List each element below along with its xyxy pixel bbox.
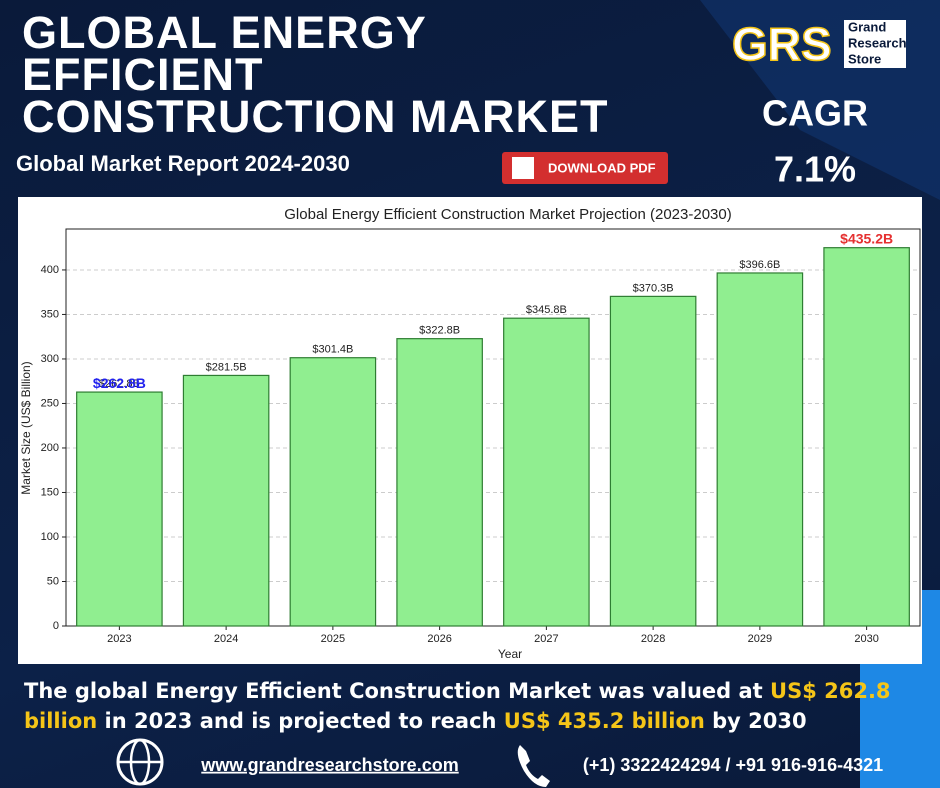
logo-box	[844, 20, 906, 68]
text: The global Energy Efficient Construction…	[24, 679, 771, 703]
chart-title: Global Energy Efficient Construction Mar…	[284, 206, 731, 223]
bar	[716, 272, 804, 627]
bar	[609, 295, 697, 627]
title-line: GLOBAL ENERGY	[22, 7, 427, 58]
y-tick-label: 300	[41, 353, 59, 365]
bar	[76, 391, 163, 627]
x-tick-label: 2025	[321, 633, 345, 645]
annotation: $435.2B	[840, 230, 893, 246]
x-tick-label: 2029	[748, 633, 772, 645]
bar	[396, 338, 483, 627]
logo-mark: GRS	[732, 18, 832, 70]
data-label: $370.3B	[633, 282, 674, 294]
y-tick-label: 200	[41, 442, 59, 454]
x-tick-label: 2026	[427, 633, 451, 645]
subtitle: Global Market Report 2024-2030	[16, 151, 350, 176]
data-label: $345.8B	[526, 304, 567, 316]
title-line: CONSTRUCTION MARKET	[22, 91, 608, 142]
highlight: US$ 435.2 billion	[503, 709, 705, 733]
y-tick-label: 250	[41, 397, 59, 409]
cagr-value: 7.1%	[774, 149, 856, 190]
highlight: US$ 262.8 billion	[24, 679, 891, 733]
y-tick-label: 0	[53, 620, 59, 632]
y-tick-label: 400	[41, 264, 59, 276]
x-axis-label: Year	[498, 647, 522, 661]
y-tick-label: 150	[41, 486, 59, 498]
data-label: $396.6B	[739, 259, 780, 271]
bar	[823, 247, 910, 627]
logo-text: Research	[848, 35, 907, 50]
text: by 2030	[704, 709, 807, 733]
data-label: $281.5B	[206, 361, 247, 373]
bar	[182, 374, 270, 627]
cagr-label: CAGR	[762, 93, 868, 134]
y-tick-label: 50	[47, 575, 59, 587]
data-label: $301.4B	[312, 344, 353, 356]
text: in 2023 and is projected to reach	[97, 709, 504, 733]
phone-icon	[517, 745, 550, 787]
x-tick-label: 2023	[107, 633, 131, 645]
download-button[interactable]	[502, 152, 668, 184]
download-label[interactable]: DOWNLOAD PDF	[548, 160, 656, 175]
annotation: $262.8B	[93, 375, 146, 391]
bar	[289, 357, 377, 627]
y-axis-label: Market Size (US$ Billion)	[19, 361, 33, 494]
x-tick-label: 2028	[641, 633, 665, 645]
plot-frame	[65, 228, 921, 627]
description: The global Energy Efficient Construction…	[24, 676, 904, 736]
y-tick-label: 100	[41, 531, 59, 543]
title-line: EFFICIENT	[22, 49, 264, 100]
data-label: $322.8B	[419, 325, 460, 337]
pdf-icon	[512, 157, 534, 179]
bar	[503, 317, 590, 627]
website[interactable]: www.grandresearchstore.com	[200, 755, 458, 775]
y-tick-label: 350	[41, 308, 59, 320]
logo-text: Grand	[848, 19, 886, 34]
x-tick-label: 2024	[214, 633, 238, 645]
x-tick-label: 2030	[854, 633, 878, 645]
data-label: $262.8B	[99, 378, 140, 390]
x-tick-label: 2027	[534, 633, 558, 645]
logo-text: Store	[848, 51, 881, 66]
phone: (+1) 3322424294 / +91 916-916-4321	[583, 755, 883, 775]
